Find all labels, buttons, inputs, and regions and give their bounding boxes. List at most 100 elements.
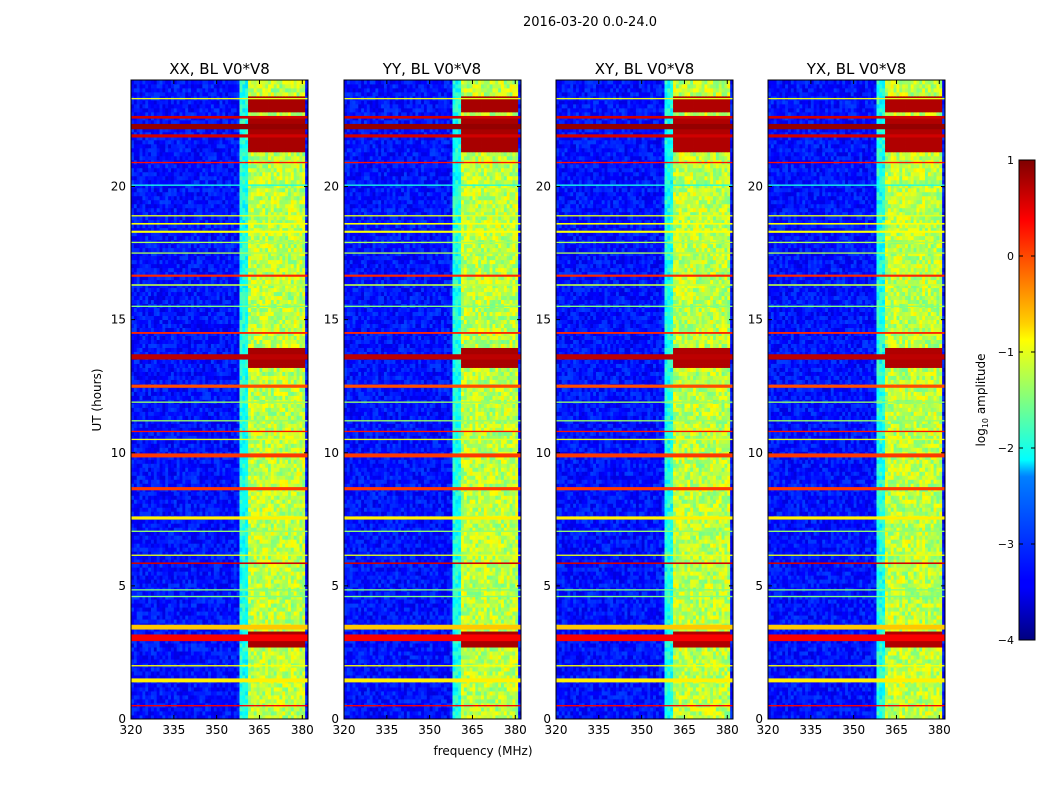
heatmap-cell	[200, 711, 203, 715]
heatmap-cell	[177, 671, 180, 675]
heatmap-cell	[200, 699, 203, 703]
heatmap-cell	[237, 687, 240, 691]
heatmap-cell	[251, 691, 254, 695]
heatmap-cell	[274, 683, 277, 687]
heatmap-cell	[171, 695, 174, 699]
heatmap-cell	[180, 655, 183, 659]
heatmap-cell	[214, 707, 217, 711]
heatmap-cell	[248, 667, 251, 671]
heatmap-cell	[171, 699, 174, 703]
heatmap-cell	[259, 667, 262, 671]
heatmap-cell	[174, 655, 177, 659]
heatmap-cell	[174, 695, 177, 699]
heatmap-cell	[225, 711, 228, 715]
heatmap-cell	[231, 659, 234, 663]
heatmap-cell	[145, 655, 148, 659]
heatmap-cell	[205, 707, 208, 711]
heatmap-cell	[140, 695, 143, 699]
heatmap-cell	[220, 707, 223, 711]
heatmap-cell	[268, 707, 271, 711]
heatmap-cell	[297, 667, 300, 671]
heatmap-cell	[165, 699, 168, 703]
heatmap-cell	[248, 707, 251, 711]
heatmap-cell	[188, 699, 191, 703]
heatmap-cell	[248, 691, 251, 695]
heatmap-cell	[180, 699, 183, 703]
heatmap-cell	[185, 695, 188, 699]
heatmap-cell	[160, 659, 163, 663]
heatmap-cell	[294, 671, 297, 675]
heatmap-cell	[205, 691, 208, 695]
heatmap-cell	[277, 707, 280, 711]
heatmap-cell	[248, 655, 251, 659]
heatmap-cell	[265, 687, 268, 691]
heatmap-cell	[291, 667, 294, 671]
heatmap-cell	[268, 699, 271, 703]
heatmap-cell	[231, 695, 234, 699]
heatmap-cell	[237, 659, 240, 663]
heatmap-cell	[165, 655, 168, 659]
heatmap-cell	[271, 655, 274, 659]
heatmap-cell	[142, 691, 145, 695]
heatmap-cell	[160, 683, 163, 687]
heatmap-cell	[234, 699, 237, 703]
heatmap-cell	[185, 711, 188, 715]
heatmap-cell	[254, 659, 257, 663]
heatmap-cell	[285, 667, 288, 671]
heatmap-cell	[259, 683, 262, 687]
heatmap-cell	[151, 667, 154, 671]
heatmap-cell	[251, 655, 254, 659]
heatmap-cell	[174, 711, 177, 715]
heatmap-cell	[145, 695, 148, 699]
heatmap-cell	[239, 695, 242, 699]
heatmap-cell	[162, 699, 165, 703]
heatmap-cell	[271, 695, 274, 699]
heatmap-cell	[251, 659, 254, 663]
heatmap-cell	[197, 699, 200, 703]
heatmap-cell	[268, 691, 271, 695]
heatmap-cell	[220, 691, 223, 695]
heatmap-cell	[299, 707, 302, 711]
heatmap-cell	[294, 683, 297, 687]
heatmap-cell	[171, 667, 174, 671]
heatmap-cell	[254, 671, 257, 675]
heatmap-cell	[282, 707, 285, 711]
heatmap-cell	[211, 699, 214, 703]
heatmap-cell	[134, 695, 137, 699]
heatmap-cell	[134, 659, 137, 663]
heatmap-cell	[165, 691, 168, 695]
heatmap-cell	[154, 687, 157, 691]
heatmap-cell	[282, 671, 285, 675]
heatmap-cell	[154, 711, 157, 715]
heatmap-cell	[245, 707, 248, 711]
heatmap-cell	[262, 671, 265, 675]
heatmap-cell	[188, 671, 191, 675]
heatmap-cell	[257, 683, 260, 687]
heatmap-cell	[245, 711, 248, 715]
heatmap-cell	[142, 659, 145, 663]
heatmap-cell	[191, 687, 194, 691]
heatmap-cell	[191, 659, 194, 663]
heatmap-cell	[228, 695, 231, 699]
heatmap-cell	[177, 691, 180, 695]
heatmap-cell	[171, 683, 174, 687]
heatmap-cell	[151, 707, 154, 711]
heatmap-cell	[137, 667, 140, 671]
heatmap-cell	[162, 707, 165, 711]
heatmap-cell	[299, 655, 302, 659]
heatmap-cell	[217, 667, 220, 671]
heatmap-cell	[177, 711, 180, 715]
heatmap-cell	[217, 671, 220, 675]
heatmap-cell	[291, 707, 294, 711]
heatmap-cell	[208, 667, 211, 671]
heatmap-cell	[137, 687, 140, 691]
heatmap-cell	[177, 699, 180, 703]
heatmap-cell	[171, 691, 174, 695]
heatmap-cell	[259, 655, 262, 659]
heatmap-cell	[174, 687, 177, 691]
heatmap-cell	[214, 671, 217, 675]
heatmap-cell	[200, 667, 203, 671]
heatmap-cell	[214, 659, 217, 663]
heatmap-cell	[251, 667, 254, 671]
heatmap-cell	[154, 667, 157, 671]
